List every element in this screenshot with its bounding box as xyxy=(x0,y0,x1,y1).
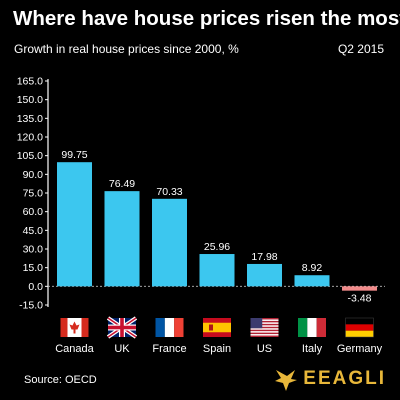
source-note: Source: OECD xyxy=(24,374,97,386)
y-tick-label: 90.0 xyxy=(23,169,44,181)
y-tick-label: 165.0 xyxy=(17,76,43,88)
value-label: 70.33 xyxy=(156,186,182,198)
category-label: US xyxy=(257,343,272,355)
y-axis: 165.0 150.0 135.0 120.0 105.0 90.0 75.0 60.0 45.… xyxy=(17,76,385,312)
value-label: 17.98 xyxy=(251,251,277,263)
italy-flag-icon xyxy=(298,318,326,337)
value-label: 76.49 xyxy=(109,178,135,190)
brand-logo: EEAGLI xyxy=(273,366,386,392)
y-tick-label: 30.0 xyxy=(23,244,44,256)
germany-flag-icon xyxy=(345,317,374,338)
bars xyxy=(57,162,377,291)
brand-name: EEAGLI xyxy=(303,368,386,389)
y-tick-label: 150.0 xyxy=(17,94,43,106)
bar-canada xyxy=(57,162,92,287)
value-label: 8.92 xyxy=(302,262,323,274)
y-tick-label: 15.0 xyxy=(23,262,44,274)
period-label: Q2 2015 xyxy=(337,42,384,56)
y-tick-label: 135.0 xyxy=(17,113,43,125)
y-tick-label: 0.0 xyxy=(28,281,43,293)
spain-flag-icon xyxy=(203,318,231,337)
bar-germany xyxy=(342,286,377,291)
bar-us xyxy=(247,263,282,287)
bar-uk xyxy=(104,191,140,287)
flags xyxy=(60,316,374,339)
bar-italy xyxy=(294,275,330,287)
value-labels: 99.75 76.49 70.33 25.96 17.98 8.92 -3.48 xyxy=(61,149,371,304)
canada-flag-icon xyxy=(60,318,89,337)
y-tick-label: 120.0 xyxy=(17,132,43,144)
y-tick-label: 75.0 xyxy=(23,188,44,200)
bar-spain xyxy=(199,254,235,287)
bar-france xyxy=(152,198,187,287)
category-label: Canada xyxy=(55,343,94,355)
value-label: 25.96 xyxy=(204,241,230,253)
y-tick-label: 60.0 xyxy=(23,206,44,218)
us-flag-icon xyxy=(250,318,279,337)
eagle-icon xyxy=(275,370,298,391)
y-tick-label: -15.0 xyxy=(19,300,43,312)
category-label: Spain xyxy=(203,343,231,355)
y-tick-label: 105.0 xyxy=(17,150,43,162)
value-label: -3.48 xyxy=(348,293,372,305)
france-flag-icon xyxy=(155,318,184,337)
category-label: France xyxy=(152,343,186,355)
chart-subtitle: Growth in real house prices since 2000, … xyxy=(14,42,239,56)
value-label: 99.75 xyxy=(61,149,87,161)
category-label: Germany xyxy=(337,343,383,355)
category-label: UK xyxy=(114,343,130,355)
category-labels: Canada UK France Spain US Italy Germany xyxy=(55,343,382,355)
chart-title: Where have house prices risen the most? xyxy=(13,7,400,30)
category-label: Italy xyxy=(302,343,323,355)
y-tick-label: 45.0 xyxy=(23,225,44,237)
uk-flag-icon xyxy=(106,316,138,339)
